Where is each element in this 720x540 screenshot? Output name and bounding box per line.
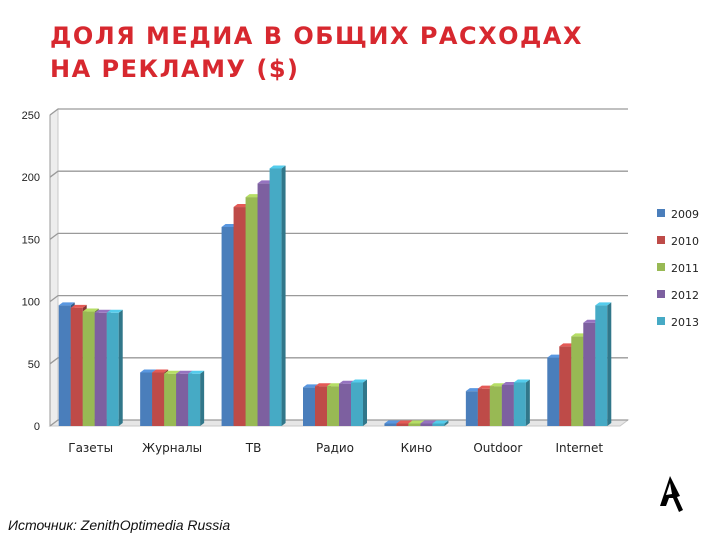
bar-side	[525, 379, 530, 426]
bar-side	[200, 370, 205, 426]
bar	[188, 373, 201, 426]
bar	[233, 207, 246, 426]
bar	[501, 384, 514, 426]
x-tick-label: Кино	[401, 441, 433, 455]
bar	[396, 423, 409, 426]
bar-top	[164, 370, 181, 374]
bar-side	[118, 309, 123, 426]
legend-label: 2011	[671, 262, 699, 275]
legend-swatch	[657, 209, 665, 217]
bar-top	[396, 420, 413, 424]
bar	[303, 387, 315, 426]
legend-label: 2010	[671, 235, 699, 248]
bar	[384, 423, 397, 426]
bar	[58, 305, 71, 426]
gridline	[49, 419, 628, 427]
bar	[176, 373, 189, 426]
x-tick-label: Internet	[555, 441, 603, 455]
x-tick-label: Журналы	[142, 441, 202, 455]
bar-top	[94, 309, 111, 313]
bar-top	[351, 379, 367, 383]
bar-top	[269, 165, 286, 169]
bar	[82, 311, 95, 426]
y-tick-label: 50	[28, 359, 40, 371]
legend-swatch	[657, 263, 665, 271]
title-line-2: НА РЕКЛАМУ ($)	[50, 55, 300, 83]
bar-top	[70, 304, 87, 308]
bar-top	[58, 302, 75, 306]
bar	[432, 423, 445, 426]
gridline	[49, 170, 628, 178]
legend-label: 2013	[671, 316, 699, 329]
bar	[420, 423, 433, 426]
bar-side	[607, 302, 612, 426]
bar-top	[432, 420, 449, 424]
bar	[571, 336, 584, 426]
bar	[477, 388, 490, 426]
source-note: Источник: ZenithOptimedia Russia	[8, 517, 231, 533]
bar-top	[152, 369, 169, 373]
bar	[245, 197, 258, 426]
x-tick-label: Outdoor	[473, 441, 522, 455]
x-tick-label: Газеты	[68, 441, 113, 455]
bar	[547, 357, 560, 426]
y-tick-label: 150	[22, 234, 40, 246]
chart-side-wall	[49, 108, 59, 427]
bar	[339, 383, 351, 426]
bar	[221, 226, 234, 426]
bar	[269, 168, 282, 426]
bar	[351, 382, 363, 426]
y-tick-label: 250	[22, 110, 40, 122]
y-tick-label: 0	[34, 421, 40, 433]
bar	[315, 386, 327, 426]
legend-swatch	[657, 317, 665, 325]
bar-side	[363, 379, 367, 426]
bar	[257, 183, 270, 426]
bar-top	[513, 379, 530, 383]
bar-top	[140, 369, 157, 373]
bar	[513, 382, 526, 426]
bar	[164, 373, 177, 426]
bar-top	[384, 420, 401, 424]
gridline	[49, 357, 628, 365]
page-title: ДОЛЯ МЕДИА В ОБЩИХ РАСХОДАХ НА РЕКЛАМУ (…	[50, 20, 670, 86]
bar	[559, 346, 572, 426]
cursor-icon	[660, 476, 683, 512]
bar	[489, 386, 502, 426]
legend-label: 2012	[671, 289, 699, 302]
bar	[70, 307, 83, 426]
bar-top	[315, 383, 331, 387]
bar	[408, 423, 421, 426]
bar-side	[281, 165, 286, 426]
bar	[465, 391, 478, 426]
bar-chart: 0 50 100 150 200 250 Газеты Журналы ТВ Радио Кино O…	[22, 108, 699, 455]
bar	[106, 312, 119, 426]
bar	[152, 372, 165, 426]
gridline	[49, 108, 628, 116]
y-tick-label: 200	[22, 172, 40, 184]
bar	[595, 305, 608, 426]
bar	[94, 312, 107, 426]
legend-label: 2009	[671, 208, 699, 221]
bar-side	[444, 420, 449, 426]
bar-top	[408, 420, 425, 424]
bar-top	[176, 370, 193, 374]
y-tick-label: 100	[22, 297, 40, 309]
title-line-1: ДОЛЯ МЕДИА В ОБЩИХ РАСХОДАХ	[50, 22, 583, 50]
x-tick-label: ТВ	[245, 441, 262, 455]
bar	[583, 322, 596, 426]
bar	[140, 372, 153, 426]
bar	[327, 386, 339, 426]
bar-top	[82, 308, 99, 312]
legend-swatch	[657, 236, 665, 244]
bar-top	[420, 420, 437, 424]
bar-top	[188, 370, 205, 374]
gridline	[49, 232, 628, 240]
bar-top	[106, 309, 123, 313]
gridline	[49, 294, 628, 303]
x-tick-label: Радио	[316, 441, 354, 455]
legend-swatch	[657, 290, 665, 298]
bar-top	[595, 302, 612, 306]
